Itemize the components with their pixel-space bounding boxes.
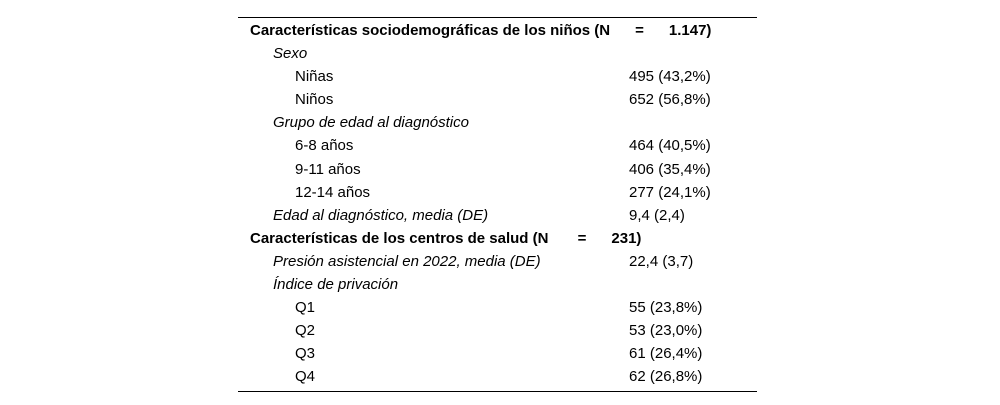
table-row: 6-8 años 464 (40,5%) (238, 134, 757, 157)
row-label: Edad al diagnóstico, media (DE) (273, 206, 489, 224)
row-value: 652 (56,8%) (629, 91, 711, 109)
row-label: 12-14 años (295, 183, 371, 201)
table-row: Índice de privación (238, 273, 757, 296)
table-row: Q4 62 (26,8%) (238, 365, 757, 388)
row-label: Características sociodemográficas de los… (250, 22, 712, 39)
table-row: Niñas 495 (43,2%) (238, 65, 757, 88)
table-row: Presión asistencial en 2022, media (DE) 2… (238, 250, 757, 273)
row-label: Características de los centros de salud … (250, 229, 642, 247)
row-label: Presión asistencial en 2022, media (DE) (273, 252, 541, 270)
table-row: Q2 53 (23,0%) (238, 319, 757, 342)
row-value: 277 (24,1%) (629, 183, 711, 201)
row-label: Índice de privación (273, 276, 399, 294)
row-label: Grupo de edad al diagnóstico (273, 114, 469, 132)
row-value: 406 (35,4%) (629, 160, 711, 178)
row-value: 55 (23,8%) (629, 299, 703, 317)
table-row: 12-14 años 277 (24,1%) (238, 181, 757, 204)
row-value: 464 (40,5%) (629, 137, 711, 155)
row-label: Q1 (295, 299, 316, 317)
row-label: Q2 (295, 322, 316, 340)
table-row: Sexo (238, 42, 757, 65)
table-row: Grupo de edad al diagnóstico (238, 111, 757, 134)
row-label: Niñas (295, 68, 334, 86)
row-label: Q3 (295, 345, 316, 363)
table-row: Características de los centros de salud … (238, 227, 757, 250)
table-row: Q1 55 (23,8%) (238, 296, 757, 319)
row-label: Q4 (295, 368, 316, 386)
row-value: 22,4 (3,7) (629, 252, 694, 270)
row-label: Sexo (273, 45, 308, 63)
row-label: Niños (295, 91, 334, 109)
table-row: 9-11 años 406 (35,4%) (238, 158, 757, 181)
row-value: 61 (26,4%) (629, 345, 703, 363)
row-value: 53 (23,0%) (629, 322, 703, 340)
row-value: 495 (43,2%) (629, 68, 711, 86)
row-value: 62 (26,8%) (629, 368, 703, 386)
table-row: Q3 61 (26,4%) (238, 342, 757, 365)
row-value: 9,4 (2,4) (629, 206, 685, 224)
characteristics-table: Características sociodemográficas de los… (238, 17, 757, 392)
row-label: 6-8 años (295, 137, 354, 155)
table-row: Niños 652 (56,8%) (238, 88, 757, 111)
table-row: Características sociodemográficas de los… (238, 19, 757, 42)
table-row: Edad al diagnóstico, media (DE) 9,4 (2,4) (238, 204, 757, 227)
row-label: 9-11 años (295, 160, 361, 178)
